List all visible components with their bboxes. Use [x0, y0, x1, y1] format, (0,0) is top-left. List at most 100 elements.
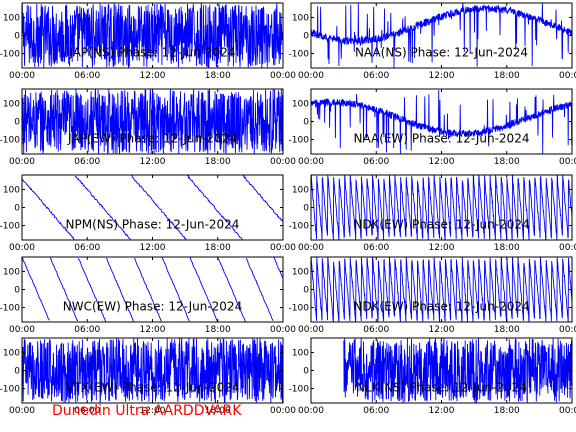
footer-label: Dunedin Ultra AARDDVARK: [52, 403, 242, 419]
chart-panel-1: 100 0 -100 00:00 06:00 12:00 18:00 00:00 JAP(NS)…: [0, 2, 296, 81]
panel-title: JAP(EW) Phase: 12-Jun-2024: [67, 131, 237, 145]
x-tick-label: 00:00: [270, 243, 296, 253]
y-tick-label: 0: [303, 367, 309, 377]
y-tick-label: 100: [3, 185, 20, 195]
y-tick-label: 0: [303, 286, 309, 296]
panel-title: NAA(EW) Phase: 12-Jun-2024: [354, 131, 530, 145]
y-tick-label: -100: [289, 136, 310, 146]
x-tick-label: 00:00: [9, 71, 35, 81]
x-tick-label: 06:00: [74, 157, 100, 167]
x-tick-label: 06:00: [74, 243, 100, 253]
panel-title: NLK(NS) Phase: 12-Jun-2024: [356, 380, 527, 394]
x-tick-label: 18:00: [205, 325, 231, 335]
phase-trace: [311, 3, 572, 68]
chart-panel-5: 100 0 -100 00:00 06:00 12:00 18:00 00:00 NPM(NS)…: [0, 174, 296, 253]
x-tick-label: 18:00: [205, 406, 231, 416]
panel-title: NDK(EW) Phase: 12-Jun-2024: [353, 299, 529, 313]
y-tick-label: -100: [0, 50, 20, 60]
y-tick-label: 100: [3, 348, 20, 358]
y-tick-label: -100: [289, 385, 310, 395]
x-tick-label: 18:00: [494, 406, 520, 416]
x-tick-label: 00:00: [298, 243, 324, 253]
x-tick-label: 06:00: [363, 325, 389, 335]
x-tick-label: 12:00: [140, 325, 166, 335]
chart-panel-3: 100 0 -100 00:00 06:00 12:00 18:00 00:00 JAP(EW)…: [0, 88, 296, 167]
y-tick-label: 100: [292, 348, 309, 358]
x-tick-label: 18:00: [205, 243, 231, 253]
x-tick-label: 00:00: [270, 406, 296, 416]
y-tick-label: 100: [3, 13, 20, 23]
y-tick-label: -100: [289, 50, 310, 60]
chart-panel-9: 100 0 -100 00:00 06:00 12:00 18:00 00:00 VTX(EW)…: [0, 337, 296, 416]
y-tick-label: 100: [3, 267, 20, 277]
chart-panel-6: 100 0 -100 00:00 06:00 12:00 18:00 00:00 NDK(EW)…: [289, 174, 576, 253]
x-tick-label: 12:00: [429, 243, 455, 253]
y-tick-label: -100: [289, 304, 310, 314]
x-tick-label: 00:00: [559, 325, 576, 335]
phase-trace: [311, 90, 572, 154]
x-tick-label: 12:00: [429, 71, 455, 81]
y-tick-label: 0: [303, 204, 309, 214]
y-tick-label: 100: [3, 99, 20, 109]
chart-panel-8: 100 0 -100 00:00 06:00 12:00 18:00 00:00 NDK(EW)…: [289, 256, 576, 335]
panel-title: NPM(NS) Phase: 12-Jun-2024: [66, 217, 240, 231]
x-tick-label: 00:00: [298, 157, 324, 167]
x-tick-label: 00:00: [9, 325, 35, 335]
chart-panel-10: 100 0 -100 00:00 06:00 12:00 18:00 00:00 NLK(NS)…: [289, 337, 576, 416]
y-tick-label: 100: [292, 267, 309, 277]
x-tick-label: 00:00: [9, 243, 35, 253]
x-tick-label: 18:00: [205, 71, 231, 81]
x-tick-label: 06:00: [363, 157, 389, 167]
phase-trace: [311, 257, 572, 322]
panel-title: NAA(NS) Phase: 12-Jun-2024: [355, 45, 528, 59]
chart-panel-7: 100 0 -100 00:00 06:00 12:00 18:00 00:00 NWC(EW)…: [0, 256, 296, 335]
x-tick-label: 12:00: [429, 157, 455, 167]
y-tick-label: -100: [0, 136, 20, 146]
phase-trace: [22, 338, 283, 403]
x-tick-label: 06:00: [74, 406, 100, 416]
x-tick-label: 18:00: [494, 71, 520, 81]
x-tick-label: 12:00: [429, 406, 455, 416]
x-tick-label: 00:00: [298, 325, 324, 335]
chart-panel-4: 100 0 -100 00:00 06:00 12:00 18:00 00:00 NAA(EW)…: [289, 88, 576, 167]
x-tick-label: 06:00: [363, 406, 389, 416]
x-tick-label: 00:00: [9, 157, 35, 167]
x-tick-label: 18:00: [494, 157, 520, 167]
x-tick-label: 18:00: [205, 157, 231, 167]
y-tick-label: 0: [14, 204, 20, 214]
y-tick-label: 0: [303, 32, 309, 42]
panel-title: VTX(EW) Phase: 12-Jun-2024: [66, 380, 240, 394]
y-tick-label: 0: [14, 367, 20, 377]
x-tick-label: 12:00: [140, 71, 166, 81]
phase-trace: [311, 175, 572, 240]
panel-title: JAP(NS) Phase: 12-Jun-2024: [68, 45, 235, 59]
phase-trace: [22, 3, 283, 68]
chart-panel-2: 100 0 -100 00:00 06:00 12:00 18:00 00:00 NAA(NS)…: [289, 2, 576, 81]
x-tick-label: 12:00: [429, 325, 455, 335]
phase-trace: [343, 338, 572, 403]
x-tick-label: 00:00: [298, 406, 324, 416]
panel-title: NWC(EW) Phase: 12-Jun-2024: [63, 299, 242, 313]
panel-title: NDK(EW) Phase: 12-Jun-2024: [353, 217, 529, 231]
y-tick-label: 0: [14, 286, 20, 296]
x-tick-label: 00:00: [559, 71, 576, 81]
x-tick-label: 12:00: [140, 243, 166, 253]
x-tick-label: 00:00: [559, 157, 576, 167]
x-tick-label: 06:00: [74, 325, 100, 335]
x-tick-label: 12:00: [140, 157, 166, 167]
x-tick-label: 00:00: [559, 243, 576, 253]
x-tick-label: 00:00: [270, 157, 296, 167]
y-tick-label: -100: [0, 222, 20, 232]
x-tick-label: 00:00: [298, 71, 324, 81]
y-tick-label: -100: [0, 304, 20, 314]
y-tick-label: 0: [14, 32, 20, 42]
phase-trace: [22, 175, 283, 240]
x-tick-label: 00:00: [270, 325, 296, 335]
phase-trace: [22, 257, 283, 322]
y-tick-label: 100: [292, 13, 309, 23]
y-tick-label: -100: [0, 385, 20, 395]
phase-trace: [22, 89, 283, 154]
x-tick-label: 00:00: [559, 406, 576, 416]
y-tick-label: 0: [303, 118, 309, 128]
